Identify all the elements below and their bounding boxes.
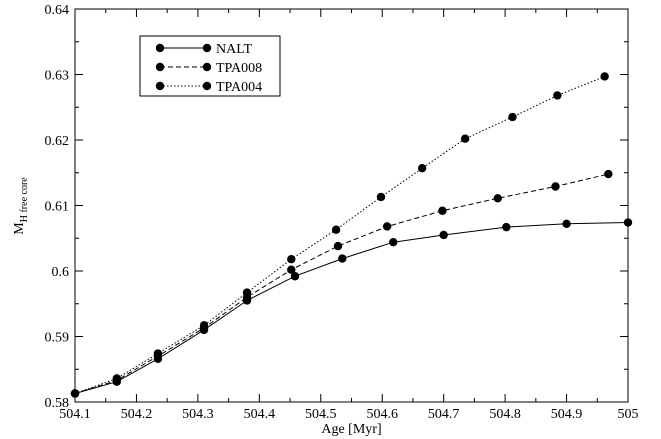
series-tpa008	[70, 169, 613, 398]
y-tick-label: 0.6	[52, 265, 70, 280]
data-point	[290, 272, 300, 281]
legend-marker	[155, 81, 165, 91]
data-point	[287, 265, 296, 274]
y-axis-title-main: M	[12, 222, 27, 235]
data-point	[508, 112, 517, 122]
x-tick-label: 504.4	[244, 407, 276, 422]
data-point	[153, 349, 163, 358]
legend-marker	[155, 62, 165, 72]
legend: NALT TPA008 TPA004	[139, 35, 281, 97]
data-point	[199, 321, 209, 330]
series-tpa004	[70, 72, 609, 398]
legend-marker	[155, 43, 165, 53]
series-nalt	[70, 218, 633, 398]
legend-entries: NALT TPA008 TPA004	[155, 42, 262, 95]
data-point	[417, 163, 427, 173]
data-point	[376, 192, 386, 202]
y-tick-label: 0.61	[45, 200, 70, 215]
legend-label: TPA004	[216, 80, 262, 95]
axis-ticks: 504.1 504.2 504.3 504.4 504.5 504.6 504.7 504.8…	[45, 3, 639, 422]
x-tick-label: 504.5	[305, 407, 337, 422]
y-tick-label: 0.64	[45, 3, 70, 18]
data-point	[553, 91, 562, 100]
series-line	[74, 76, 605, 394]
data-point	[112, 374, 121, 383]
legend-entry-tpa004: TPA004	[155, 80, 262, 95]
data-point	[551, 182, 560, 191]
x-tick-label: 504.7	[428, 407, 460, 422]
x-tick-label: 504.9	[551, 407, 583, 422]
legend-label: TPA008	[216, 61, 262, 76]
y-tick-label: 0.63	[45, 69, 70, 84]
data-point	[333, 241, 343, 251]
data-point	[70, 389, 80, 398]
data-point	[502, 222, 511, 232]
series-line	[74, 173, 609, 394]
x-tick-label: 504.3	[182, 407, 214, 422]
legend-entry-tpa008: TPA008	[155, 61, 262, 76]
data-point	[287, 255, 296, 264]
svg-text:MH free core: MH free core	[12, 177, 30, 235]
y-tick-label: 0.58	[45, 396, 70, 411]
legend-marker	[202, 43, 212, 53]
data-point	[604, 169, 613, 179]
x-tick-label: 505	[618, 407, 639, 422]
legend-entry-nalt: NALT	[155, 42, 252, 57]
data-point	[439, 230, 448, 240]
x-tick-label: 504.8	[489, 407, 521, 422]
data-point	[331, 225, 341, 234]
data-point	[493, 194, 502, 203]
series-line	[74, 222, 629, 394]
series-layer	[70, 72, 633, 398]
data-point	[623, 218, 633, 227]
data-point	[600, 72, 609, 81]
y-axis-title: MH free core	[12, 177, 30, 235]
data-point	[438, 206, 447, 215]
data-point	[382, 222, 392, 231]
data-point	[562, 219, 571, 229]
y-axis-title-sub: H free core	[19, 177, 30, 223]
x-tick-label: 504.6	[366, 407, 398, 422]
data-point	[242, 288, 252, 297]
y-tick-label: 0.59	[45, 331, 70, 346]
legend-marker	[202, 81, 212, 91]
data-point	[389, 237, 398, 247]
y-tick-label: 0.62	[45, 134, 70, 149]
legend-marker	[202, 62, 212, 72]
x-axis-title: Age [Myr]	[321, 422, 381, 437]
legend-label: NALT	[216, 42, 252, 57]
data-point	[338, 254, 347, 263]
data-point	[460, 134, 470, 143]
x-tick-label: 504.2	[121, 407, 153, 422]
x-tick-label: 504.1	[59, 407, 91, 422]
